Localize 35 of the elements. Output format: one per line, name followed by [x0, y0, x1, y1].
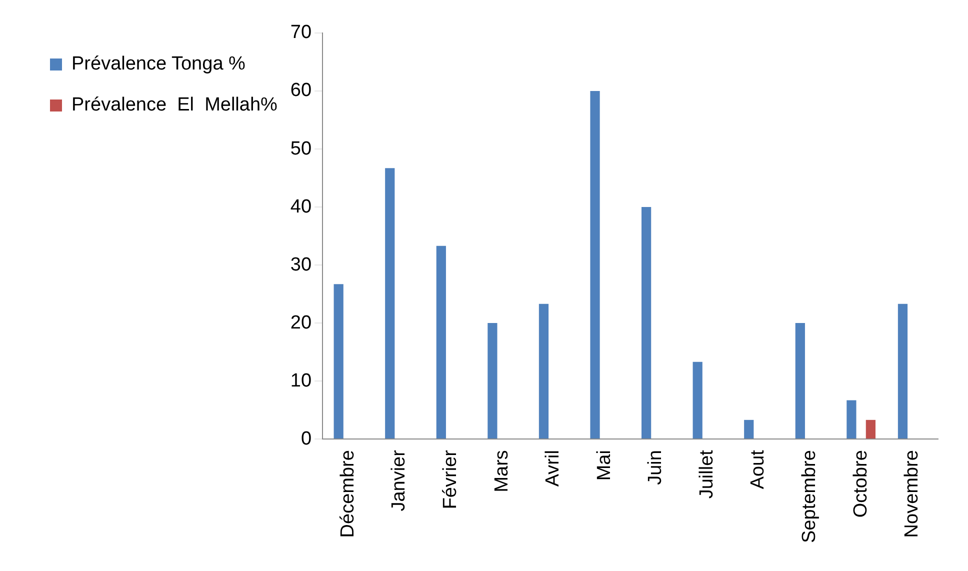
bar: [642, 207, 652, 439]
bar: [744, 420, 754, 439]
y-tick-label: 20: [290, 312, 312, 334]
y-tick-label: 10: [290, 370, 312, 392]
bar: [436, 246, 446, 439]
x-tick-label: Février: [440, 449, 462, 510]
x-tick-label: Décembre: [337, 450, 358, 538]
bar: [385, 168, 395, 439]
bar: [866, 420, 876, 439]
bar: [692, 362, 702, 439]
x-tick-label: Mars: [491, 450, 512, 492]
x-tick-label: Septembre: [799, 450, 820, 544]
bar: [538, 304, 549, 439]
x-tick-label: Novembre: [902, 450, 923, 538]
x-tick-label: Avril: [542, 450, 564, 487]
bar: [334, 284, 344, 439]
x-tick-label: Janvier: [388, 449, 410, 512]
bar: [898, 304, 908, 439]
x-tick-label: Juin: [645, 450, 666, 485]
bar: [795, 323, 805, 439]
bar: [590, 91, 600, 439]
y-tick-label: 0: [300, 428, 312, 450]
y-tick-label: 40: [290, 196, 312, 218]
bar: [846, 400, 856, 439]
y-tick-label: 70: [290, 22, 312, 44]
x-tick-label: Octobre: [850, 450, 872, 518]
y-tick-label: 60: [290, 80, 312, 102]
x-tick-label: Mai: [594, 450, 615, 481]
x-tick-label: Aout: [748, 449, 769, 490]
legend-label: Prévalence El Mellah%: [72, 94, 278, 116]
bar: [488, 323, 498, 439]
y-tick-label: 50: [290, 138, 312, 160]
y-tick-label: 30: [290, 254, 312, 276]
legend-label: Prévalence Tonga %: [72, 54, 246, 75]
x-tick-label: Juillet: [696, 449, 718, 499]
